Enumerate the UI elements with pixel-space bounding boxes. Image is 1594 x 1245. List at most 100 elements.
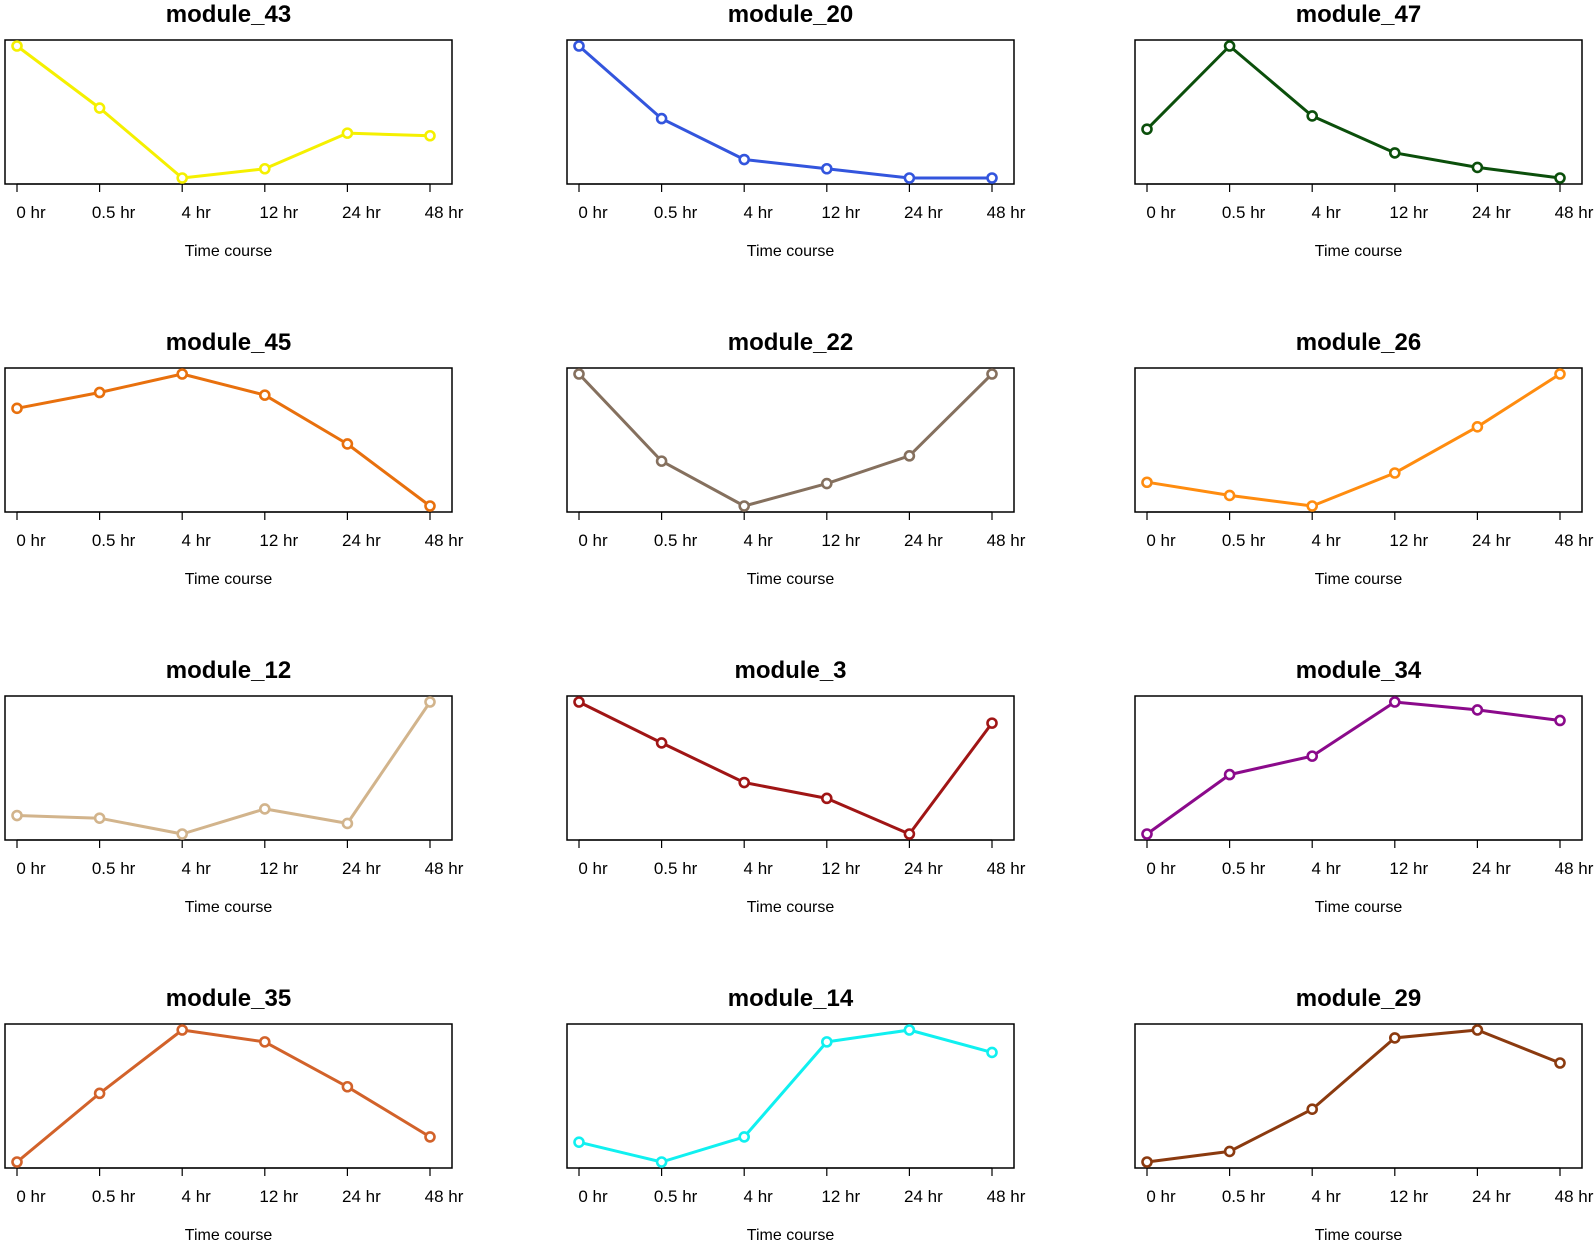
data-point xyxy=(1554,172,1566,184)
data-point xyxy=(1223,40,1236,52)
x-tick-label: 0 hr xyxy=(16,1187,46,1206)
data-point xyxy=(820,1036,833,1048)
panel-module_43: module_43 0 hr 0.5 hr 4 hr 12 hr 24 hr 48 hr Ti… xyxy=(4,1,464,260)
x-tick-label: 12 hr xyxy=(1389,531,1428,550)
data-point xyxy=(341,1080,354,1093)
series-line xyxy=(1146,700,1561,836)
x-tick-label: 4 hr xyxy=(1312,203,1342,222)
data-point xyxy=(573,696,585,708)
data-point xyxy=(903,1024,916,1036)
data-point xyxy=(424,1131,436,1143)
data-point xyxy=(655,737,668,749)
panel-module_47: module_47 0 hr 0.5 hr 4 hr 12 hr 24 hr 48 hr Ti… xyxy=(1134,1,1594,260)
x-tick-label: 0.5 hr xyxy=(1222,1187,1266,1206)
data-point xyxy=(1554,714,1566,727)
x-tick-label: 24 hr xyxy=(904,859,943,878)
x-tick-label: 48 hr xyxy=(425,203,464,222)
plot-frame xyxy=(4,367,453,513)
x-axis-label: Time course xyxy=(747,899,835,916)
data-point xyxy=(738,776,751,789)
data-point xyxy=(903,828,916,840)
data-point xyxy=(655,455,668,467)
data-point xyxy=(573,1136,585,1148)
x-tick-label: 12 hr xyxy=(821,203,860,222)
x-tick-label: 0 hr xyxy=(16,859,46,878)
data-point xyxy=(11,402,23,415)
x-tick-label: 0.5 hr xyxy=(654,531,698,550)
panel-title: module_35 xyxy=(166,985,291,1012)
x-axis-label: Time course xyxy=(185,1227,273,1244)
x-axis-label: Time course xyxy=(1315,571,1403,588)
x-tick-label: 4 hr xyxy=(1312,859,1342,878)
series-line xyxy=(1146,372,1561,508)
data-point xyxy=(93,812,106,824)
data-point xyxy=(11,809,23,822)
data-point xyxy=(1306,110,1318,122)
x-tick-label: 0 hr xyxy=(1146,531,1176,550)
panel-title: module_43 xyxy=(166,1,291,28)
data-point xyxy=(1471,704,1484,716)
panel-module_26: module_26 0 hr 0.5 hr 4 hr 12 hr 24 hr 48 hr Ti… xyxy=(1134,329,1594,588)
x-tick-label: 0 hr xyxy=(578,203,608,222)
series-line xyxy=(578,1028,993,1164)
panel-title: module_14 xyxy=(728,985,854,1012)
x-tick-label: 0.5 hr xyxy=(92,531,136,550)
x-tick-label: 48 hr xyxy=(1555,1187,1594,1206)
x-tick-label: 24 hr xyxy=(904,1187,943,1206)
data-point xyxy=(93,1087,106,1100)
data-point xyxy=(986,172,998,184)
x-tick-label: 4 hr xyxy=(1312,1187,1342,1206)
data-point xyxy=(820,477,833,490)
data-point xyxy=(1306,500,1318,512)
data-point xyxy=(986,368,998,380)
x-tick-label: 12 hr xyxy=(821,531,860,550)
x-tick-label: 12 hr xyxy=(259,1187,298,1206)
series-line xyxy=(578,44,992,180)
panel-title: module_22 xyxy=(728,329,853,356)
x-axis-label: Time course xyxy=(1315,1227,1403,1244)
series-line xyxy=(577,372,994,508)
plot-frame xyxy=(566,695,1015,841)
x-tick-label: 4 hr xyxy=(182,859,212,878)
data-point xyxy=(1306,1103,1318,1115)
x-axis-label: Time course xyxy=(1315,243,1403,260)
panel-module_35: module_35 0 hr 0.5 hr 4 hr 12 hr 24 hr 48 hr Ti… xyxy=(4,985,464,1244)
plot-frame xyxy=(566,1023,1015,1169)
data-point xyxy=(341,127,354,139)
data-point xyxy=(1389,696,1401,708)
panel-title: module_45 xyxy=(166,329,291,356)
data-point xyxy=(655,112,668,125)
data-point xyxy=(1141,123,1153,135)
data-point xyxy=(738,1131,751,1143)
x-tick-label: 24 hr xyxy=(1472,1187,1511,1206)
data-point xyxy=(258,803,271,815)
data-point xyxy=(655,1156,668,1168)
x-tick-label: 0 hr xyxy=(1146,1187,1176,1206)
plot-frame xyxy=(1134,39,1583,185)
panel-title: module_26 xyxy=(1296,329,1421,356)
x-tick-label: 24 hr xyxy=(904,203,943,222)
x-tick-label: 48 hr xyxy=(425,1187,464,1206)
x-tick-label: 24 hr xyxy=(1472,531,1511,550)
data-point xyxy=(573,368,585,380)
x-tick-label: 12 hr xyxy=(821,1187,860,1206)
data-point xyxy=(1554,1057,1566,1069)
data-point xyxy=(258,162,271,175)
x-tick-label: 12 hr xyxy=(259,859,298,878)
panel-module_14: module_14 0 hr 0.5 hr 4 hr 12 hr 24 hr 48 hr Ti… xyxy=(566,985,1026,1244)
plot-frame xyxy=(4,39,453,185)
x-tick-label: 12 hr xyxy=(259,203,298,222)
x-tick-label: 48 hr xyxy=(987,531,1026,550)
x-tick-label: 24 hr xyxy=(1472,859,1511,878)
data-point xyxy=(424,696,436,708)
x-tick-label: 4 hr xyxy=(182,1187,212,1206)
panel-title: module_12 xyxy=(166,657,291,684)
data-point xyxy=(1389,1032,1401,1044)
x-tick-label: 0 hr xyxy=(16,531,46,550)
data-point xyxy=(738,153,751,166)
x-tick-label: 0.5 hr xyxy=(92,859,136,878)
data-point xyxy=(93,102,106,114)
data-point xyxy=(176,368,188,380)
x-tick-label: 24 hr xyxy=(342,859,381,878)
data-point xyxy=(1471,420,1484,433)
